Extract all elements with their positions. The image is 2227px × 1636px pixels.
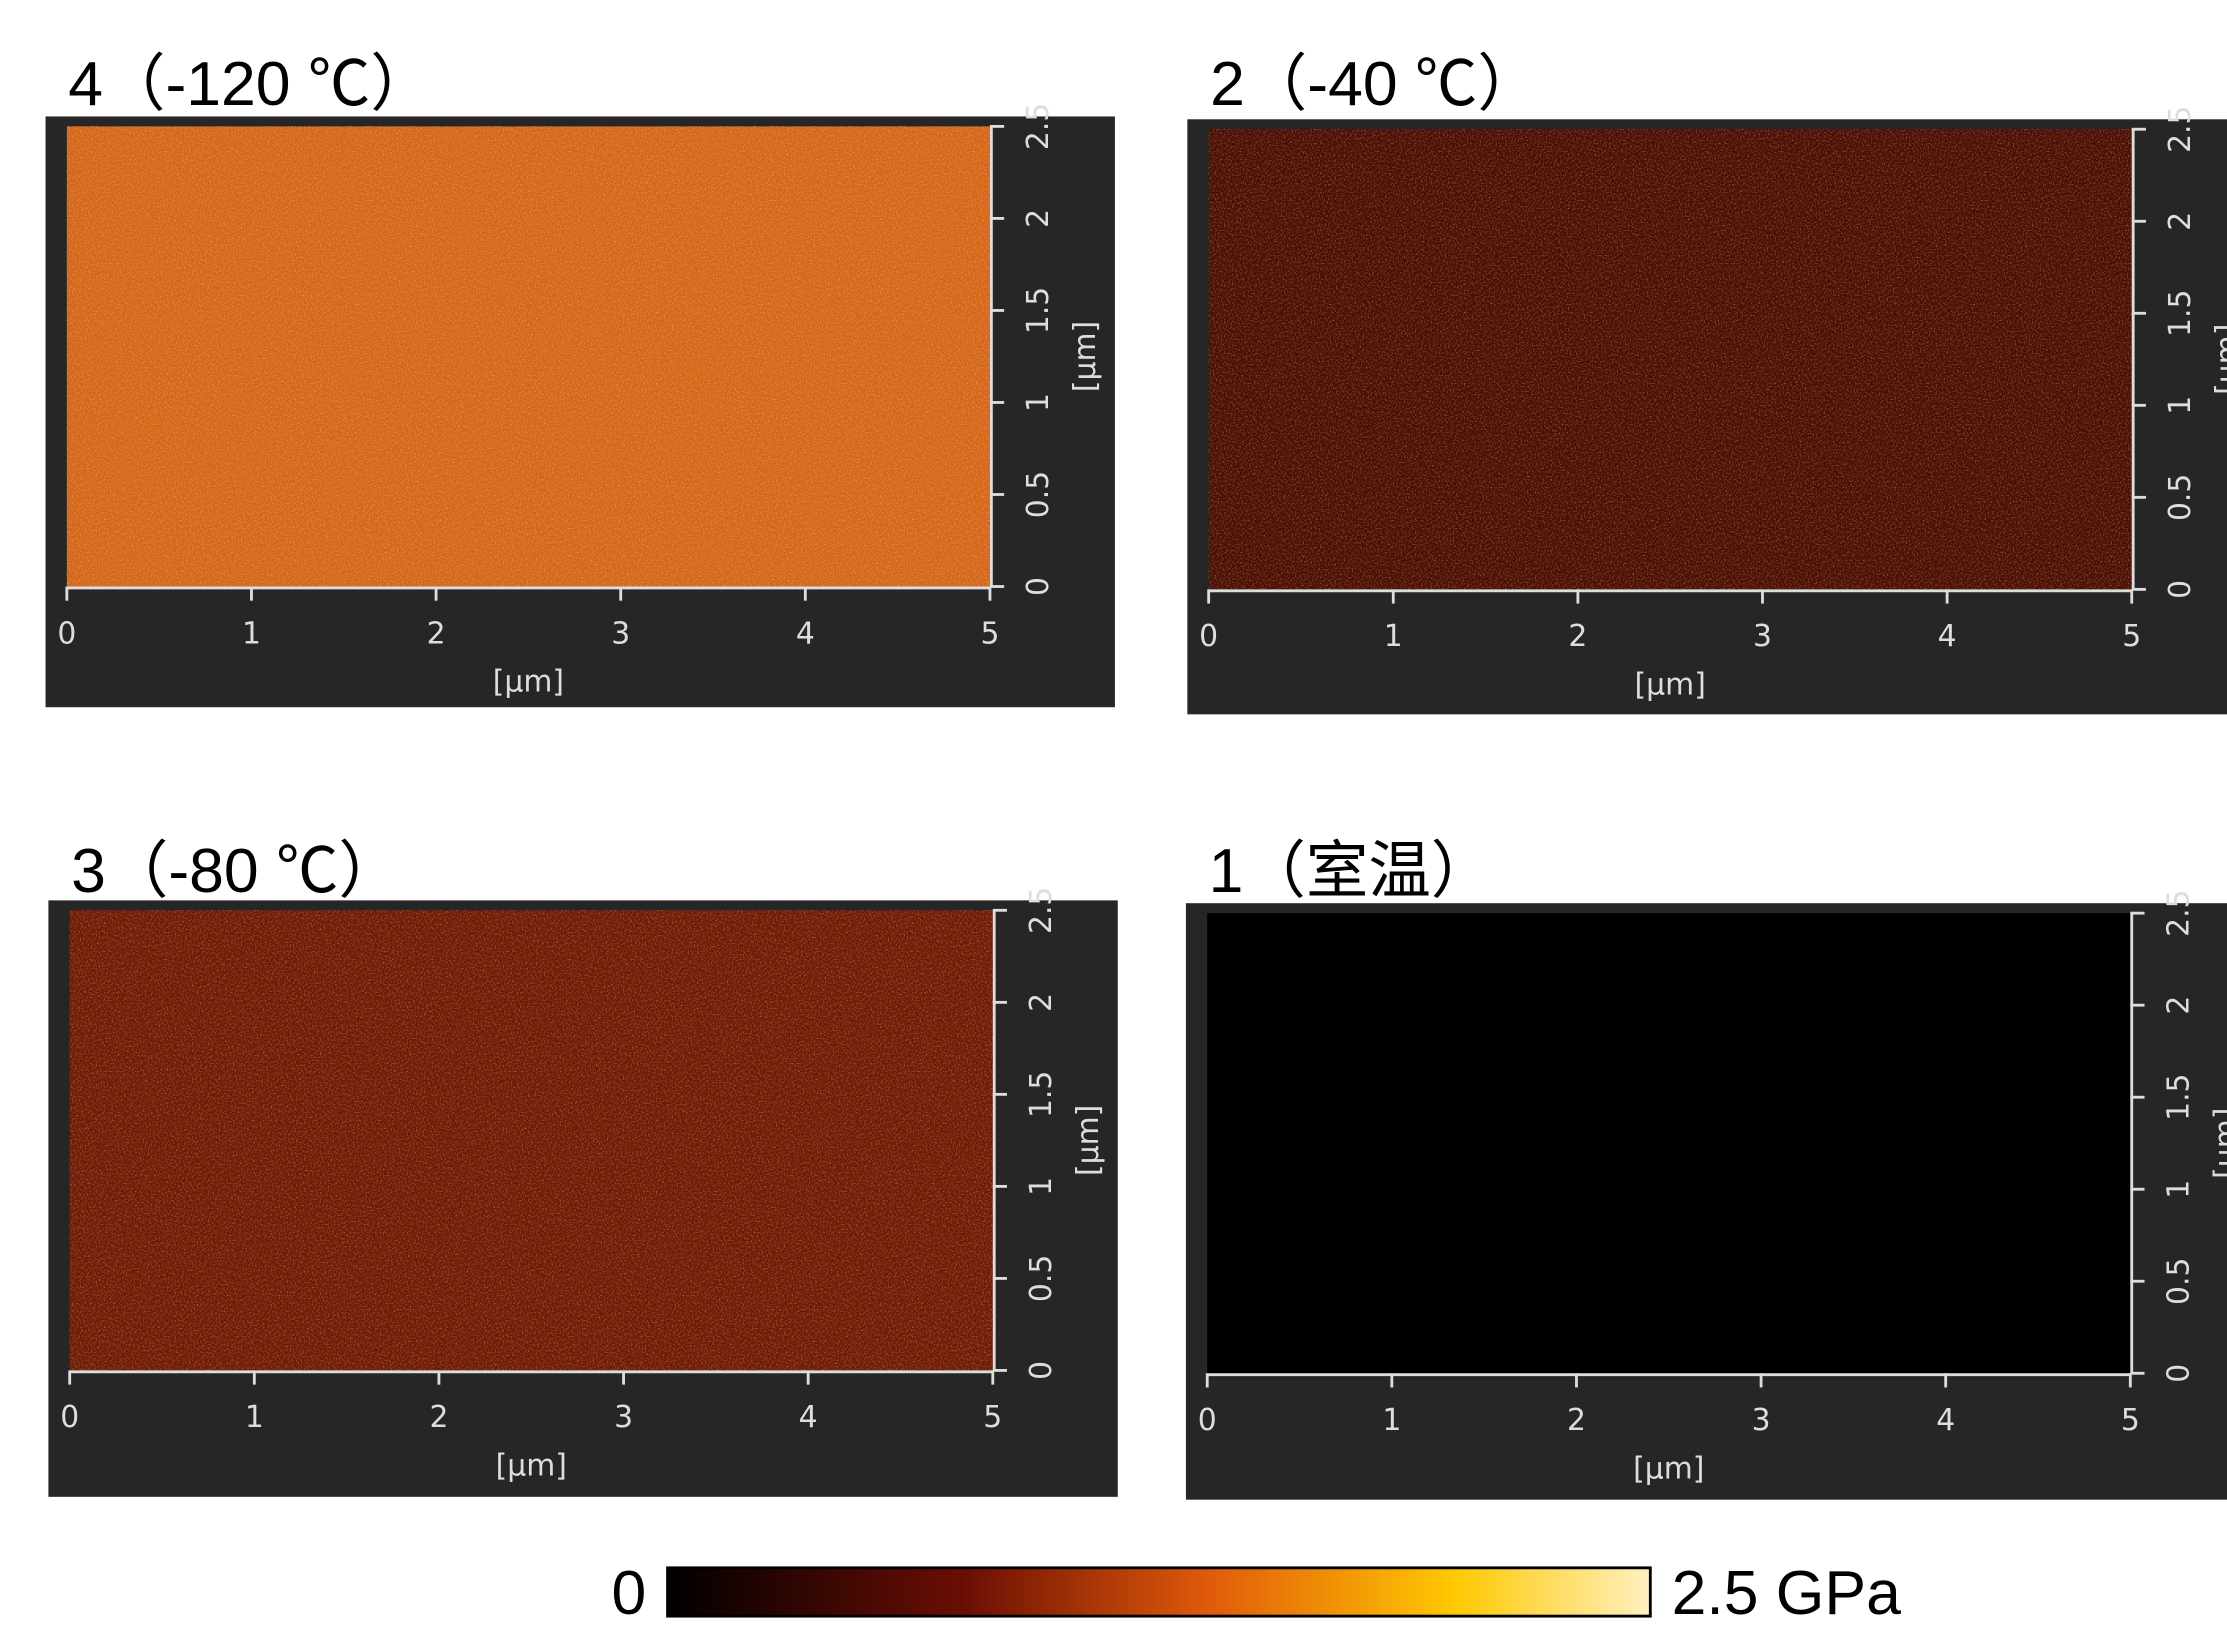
x-tick-label: 2	[1568, 619, 1587, 654]
x-tick-label: 4	[1936, 1403, 1955, 1438]
panel: 1（室温） 0 1 2 3 4 5 0 0.5 1 1.5 2 2.5 [μm] [μm]	[1186, 836, 2227, 1500]
x-axis-label: [μm]	[1635, 667, 1706, 702]
image-texture	[70, 910, 993, 1370]
image-texture	[67, 126, 990, 586]
y-tick-label: 0	[1024, 1361, 1059, 1380]
x-tick-label: 0	[1199, 619, 1218, 654]
y-tick-label: 2	[1021, 209, 1056, 228]
panel-title: 2（-40 ℃）	[1210, 49, 1540, 119]
x-tick-label: 5	[2122, 619, 2141, 654]
x-tick-label: 2	[427, 616, 446, 651]
y-axis-label: [μm]	[1068, 321, 1103, 392]
y-tick-label: 1.5	[1021, 287, 1056, 334]
y-tick-label: 0	[2163, 580, 2198, 599]
x-tick-label: 1	[1382, 1403, 1401, 1438]
y-tick-label: 2.5	[1024, 887, 1059, 934]
colorbar	[668, 1568, 1651, 1616]
panel-title: 4（-120 ℃）	[68, 49, 433, 119]
x-tick-label: 4	[1938, 619, 1957, 654]
colorbar-min-label: 0	[612, 1558, 647, 1628]
x-axis-label: [μm]	[1633, 1451, 1704, 1486]
y-axis-label: [μm]	[1071, 1105, 1106, 1176]
x-tick-label: 0	[60, 1400, 79, 1435]
y-tick-label: 1	[1021, 393, 1056, 412]
y-tick-label: 0	[1021, 577, 1056, 596]
y-tick-label: 2.5	[1021, 103, 1056, 150]
x-tick-label: 3	[1753, 619, 1772, 654]
image-texture	[1209, 129, 2132, 589]
x-tick-label: 5	[983, 1400, 1002, 1435]
x-axis-label: [μm]	[496, 1449, 567, 1484]
y-axis-label: [μm]	[2210, 324, 2227, 395]
x-tick-label: 4	[796, 616, 815, 651]
y-tick-label: 0.5	[2163, 474, 2198, 521]
y-tick-label: 0.5	[1024, 1255, 1059, 1302]
panel: 4（-120 ℃） 0 1 2 3 4 5 0 0.5 1 1.5 2 2.5 [μm] [μm]	[46, 49, 1115, 707]
y-tick-label: 1	[2162, 1180, 2197, 1199]
y-tick-label: 0	[2162, 1364, 2197, 1383]
y-axis-label: [μm]	[2208, 1108, 2227, 1179]
panel-title: 3（-80 ℃）	[71, 836, 401, 906]
x-tick-label: 1	[245, 1400, 264, 1435]
panel: 2（-40 ℃） 0 1 2 3 4 5 0 0.5 1 1.5 2 2.5 [μm] [μm]	[1187, 49, 2227, 714]
x-axis-label: [μm]	[493, 665, 564, 700]
x-tick-label: 1	[242, 616, 261, 651]
y-tick-label: 0.5	[1021, 471, 1056, 518]
y-tick-label: 2	[1024, 993, 1059, 1012]
panel: 3（-80 ℃） 0 1 2 3 4 5 0 0.5 1 1.5 2 2.5 [μm] [μm]	[48, 836, 1117, 1497]
figure: 4（-120 ℃）01234500.511.522.5[μm][μm]2（-40…	[0, 0, 2227, 1636]
x-tick-label: 5	[2121, 1403, 2140, 1438]
panel-title: 1（室温）	[1209, 836, 1494, 906]
colorbar-max-label: 2.5 GPa	[1672, 1558, 1901, 1628]
y-tick-label: 1.5	[2162, 1073, 2197, 1120]
image	[1207, 913, 2130, 1373]
y-tick-label: 1	[1024, 1177, 1059, 1196]
x-tick-label: 2	[429, 1400, 448, 1435]
x-tick-label: 0	[57, 616, 76, 651]
y-tick-label: 2	[2163, 212, 2198, 231]
x-tick-label: 3	[614, 1400, 633, 1435]
x-tick-label: 3	[611, 616, 630, 651]
y-tick-label: 0.5	[2162, 1258, 2197, 1305]
y-tick-label: 2.5	[2162, 889, 2197, 936]
x-tick-label: 2	[1567, 1403, 1586, 1438]
x-tick-label: 3	[1752, 1403, 1771, 1438]
y-tick-label: 1.5	[1024, 1071, 1059, 1118]
x-tick-label: 4	[799, 1400, 818, 1435]
x-tick-label: 0	[1198, 1403, 1217, 1438]
y-tick-label: 1.5	[2163, 290, 2198, 337]
y-tick-label: 2.5	[2163, 106, 2198, 153]
x-tick-label: 1	[1384, 619, 1403, 654]
y-tick-label: 2	[2162, 996, 2197, 1015]
x-tick-label: 5	[980, 616, 999, 651]
y-tick-label: 1	[2163, 396, 2198, 415]
